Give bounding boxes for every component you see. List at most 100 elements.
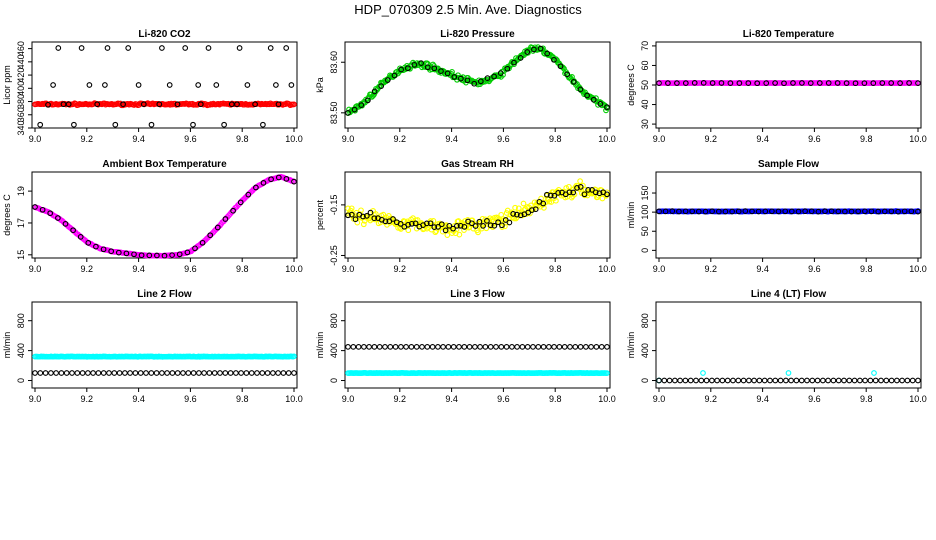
data-point (102, 82, 108, 88)
data-point (270, 370, 276, 376)
y-axis-label: degrees C (626, 64, 636, 106)
data-point (677, 377, 683, 384)
data-point (143, 370, 149, 376)
data-point (104, 45, 111, 51)
data-point (454, 223, 460, 229)
data-point (213, 82, 220, 88)
data-point (137, 370, 144, 376)
data-point (551, 56, 557, 63)
data-point (881, 208, 888, 215)
data-point (190, 370, 197, 376)
data-point (722, 208, 729, 215)
data-point (78, 45, 85, 51)
data-point (108, 248, 115, 255)
x-tick-label: 10.0 (598, 394, 616, 404)
data-point (566, 189, 573, 196)
series-black (656, 208, 921, 215)
series-black (32, 370, 297, 376)
data-point (267, 45, 274, 51)
data-point (735, 377, 742, 384)
data-point (480, 223, 486, 229)
data-point (90, 370, 96, 376)
data-point (432, 229, 439, 236)
panel-7: Line 3 Flow ml/min 9.0 9.2 9.4 9.6 9.8 10.0 0 400… (315, 289, 616, 404)
data-point (291, 101, 297, 108)
data-point (120, 101, 126, 108)
data-point (544, 191, 550, 198)
data-point (438, 68, 444, 74)
data-point (50, 82, 56, 88)
panel-8: Line 4 (LT) Flow ml/min 9.0 9.2 9.4 9.6 9.8 10.… (626, 289, 927, 404)
data-point (510, 211, 517, 217)
data-point (77, 234, 84, 240)
x-tick-label: 10.0 (598, 134, 616, 144)
data-point (371, 88, 378, 95)
data-point (596, 190, 603, 197)
data-point (762, 208, 769, 215)
data-point (814, 377, 821, 384)
data-point (557, 63, 564, 70)
data-point (908, 208, 915, 215)
x-tick-label: 9.6 (184, 394, 197, 404)
data-point (472, 223, 479, 229)
x-tick-label: 9.4 (756, 394, 769, 404)
data-point (540, 344, 547, 350)
data-point (871, 370, 877, 376)
data-point (482, 344, 489, 350)
data-point (802, 208, 808, 215)
data-point (85, 370, 91, 376)
data-point (498, 344, 505, 350)
data-point (503, 344, 510, 350)
data-point (584, 92, 590, 99)
data-point (184, 249, 191, 256)
data-point (234, 101, 240, 108)
data-point (746, 377, 752, 384)
data-point (456, 231, 463, 238)
x-tick-label: 9.2 (394, 264, 407, 274)
panel-title: Line 3 Flow (450, 289, 505, 300)
data-point (682, 377, 689, 384)
data-point (795, 208, 802, 215)
plot-frame (655, 301, 922, 389)
data-point (387, 344, 394, 350)
data-point (244, 82, 251, 88)
data-point (804, 377, 810, 384)
y-tick-label: 380 (16, 94, 26, 109)
data-point (427, 220, 434, 227)
y-tick-label: 420 (16, 68, 26, 83)
data-point (227, 370, 234, 376)
data-point (47, 210, 54, 217)
data-point (878, 377, 884, 384)
data-point (915, 80, 921, 86)
data-point (682, 80, 689, 86)
y-tick-label: 800 (640, 313, 650, 328)
data-point (487, 344, 494, 350)
data-point (583, 344, 589, 350)
data-point (285, 370, 292, 376)
data-point (656, 80, 662, 86)
data-point (445, 344, 452, 350)
data-point (348, 205, 355, 212)
data-point (74, 370, 81, 376)
data-point (532, 206, 539, 213)
data-point (781, 80, 787, 87)
data-point (798, 377, 805, 384)
data-point (132, 370, 139, 376)
x-tick-label: 9.8 (860, 134, 873, 144)
data-point (502, 223, 508, 230)
data-point (843, 80, 850, 86)
data-point (835, 377, 842, 384)
data-point (450, 344, 457, 350)
data-point (772, 377, 779, 384)
y-tick-label: 340 (16, 120, 26, 135)
data-point (94, 101, 101, 108)
data-point (253, 184, 259, 191)
plot-frame (344, 41, 611, 129)
data-point (135, 82, 142, 88)
y-axis-label: percent (315, 199, 325, 230)
data-point (514, 344, 520, 350)
data-point (714, 377, 720, 384)
data-point (161, 252, 168, 259)
x-tick-label: 9.2 (394, 394, 407, 404)
data-point (894, 377, 900, 384)
